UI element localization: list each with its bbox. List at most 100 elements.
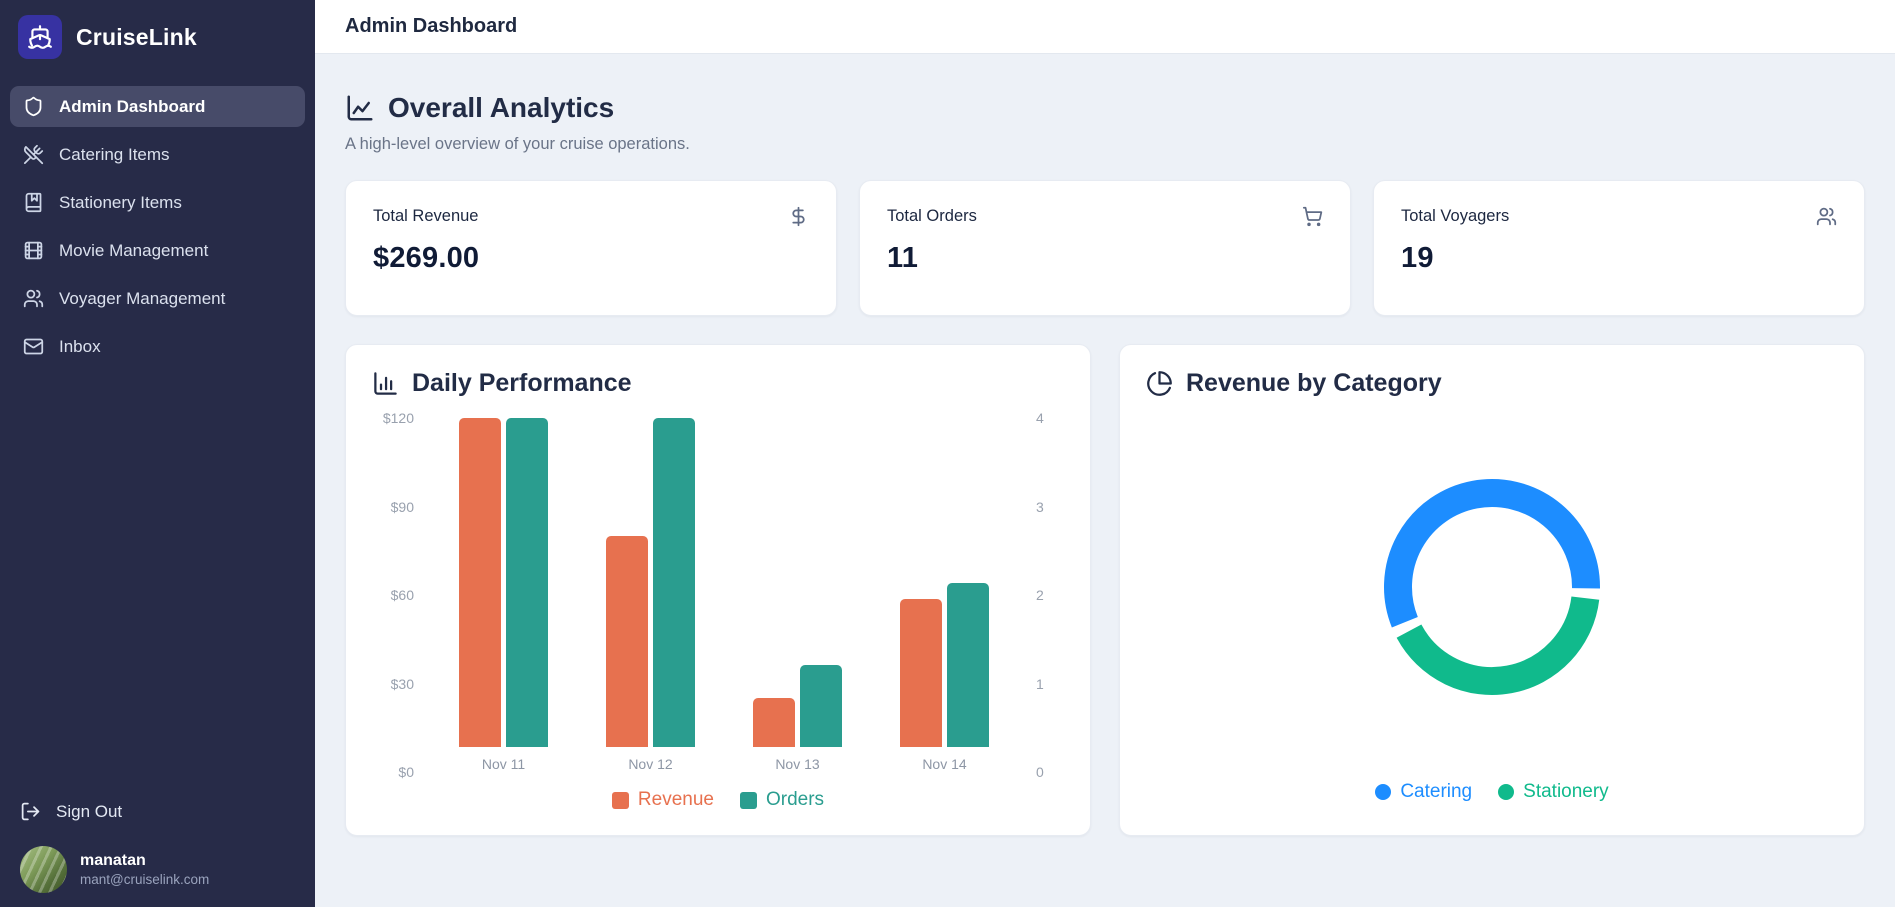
sidebar-item-voyager-management[interactable]: Voyager Management: [10, 278, 305, 319]
charts-row: Daily Performance $0 $30 $60 $90 $120 Nov 11…: [345, 344, 1865, 836]
stat-label: Total Voyagers: [1401, 207, 1510, 225]
bar-chart-plot: [426, 418, 1022, 747]
donut-segment-catering[interactable]: [1384, 478, 1600, 627]
sidebar: CruiseLink Admin Dashboard Catering Item…: [0, 0, 315, 907]
bar-chart-icon: [374, 372, 397, 395]
x-axis-label: Nov 12: [628, 756, 673, 772]
bar-orders-nov-14[interactable]: [947, 582, 989, 747]
book-marked-icon: [25, 192, 42, 213]
avatar: [20, 846, 67, 893]
legend-item-orders[interactable]: Orders: [739, 789, 825, 811]
x-axis-label: Nov 14: [922, 756, 967, 772]
user-name: manatan: [80, 851, 146, 869]
sidebar-item-inbox[interactable]: Inbox: [10, 326, 305, 367]
legend-label: Revenue: [637, 789, 714, 810]
bar-orders-nov-12[interactable]: [653, 418, 695, 747]
page-title: Admin Dashboard: [345, 15, 518, 37]
shield-icon: [25, 96, 42, 117]
bar-group-nov-11: [459, 418, 548, 747]
app-title: CruiseLink: [76, 23, 197, 50]
y-axis-tick: $120: [382, 410, 414, 426]
chart-title: Daily Performance: [412, 369, 632, 397]
y-axis-tick: 0: [1036, 764, 1044, 780]
stat-label: Total Orders: [887, 207, 977, 225]
stat-value: $269.00: [373, 242, 480, 274]
daily-performance-card: Daily Performance $0 $30 $60 $90 $120 Nov 11…: [345, 344, 1091, 836]
stat-card-total-revenue: Total Revenue $269.00: [345, 180, 837, 316]
content: Overall Analytics A high-level overview …: [315, 54, 1895, 907]
utensils-crossed-icon: [23, 144, 44, 165]
brand: CruiseLink: [0, 0, 315, 72]
y-axis-tick: $90: [390, 498, 414, 515]
legend-swatch: [1498, 784, 1515, 800]
legend-label: Stationery: [1523, 781, 1609, 802]
mail-icon: [23, 338, 44, 355]
bar-chart: $0 $30 $60 $90 $120 Nov 11 Nov 12 Nov 13 Nov 14…: [372, 411, 1064, 779]
left-y-axis: $0 $30 $60 $90 $120: [372, 411, 426, 779]
sidebar-bottom: Sign Out manatan mant@cruiselink.com: [0, 783, 315, 907]
pie-chart-icon: [1147, 371, 1172, 396]
sidebar-item-stationery-items[interactable]: Stationery Items: [10, 182, 305, 223]
y-axis-tick: 3: [1036, 498, 1044, 515]
sidebar-item-admin-dashboard[interactable]: Admin Dashboard: [10, 86, 305, 127]
user-email: mant@cruiselink.com: [80, 871, 210, 887]
x-axis-label: Nov 13: [775, 756, 820, 772]
y-axis-tick: $60: [390, 587, 414, 603]
bar-revenue-nov-11[interactable]: [459, 418, 501, 747]
revenue-by-category-card: Revenue by Category Catering Stationery: [1119, 344, 1865, 836]
legend-swatch: [739, 791, 757, 809]
user-profile: manatan mant@cruiselink.com: [20, 846, 295, 893]
log-out-icon: [21, 802, 40, 821]
bar-orders-nov-11[interactable]: [506, 418, 548, 747]
bar-revenue-nov-14[interactable]: [900, 598, 942, 747]
sidebar-item-movie-management[interactable]: Movie Management: [10, 230, 305, 271]
stat-card-total-orders: Total Orders 11: [859, 180, 1351, 316]
donut-segment-stationery[interactable]: [1396, 595, 1600, 695]
bar-revenue-nov-12[interactable]: [606, 535, 648, 747]
legend-item-catering[interactable]: Catering: [1375, 781, 1472, 803]
main-area: Admin Dashboard Overall Analytics A high…: [315, 0, 1895, 907]
section-header: Overall Analytics: [345, 92, 1865, 124]
users-icon: [1816, 207, 1837, 226]
legend-swatch: [1375, 784, 1392, 800]
sidebar-nav: Admin Dashboard Catering Items Stationer…: [0, 86, 315, 367]
y-axis-tick: 2: [1036, 587, 1044, 603]
legend-label: Catering: [1400, 781, 1473, 802]
y-axis-tick: $30: [390, 675, 414, 692]
y-axis-tick: 4: [1036, 410, 1044, 426]
sidebar-item-label: Catering Items: [59, 144, 170, 164]
chart-title-row: Revenue by Category: [1146, 369, 1838, 398]
chart-title: Revenue by Category: [1186, 369, 1442, 397]
bar-revenue-nov-13[interactable]: [753, 697, 795, 747]
legend-swatch: [611, 791, 629, 809]
chart-line-icon: [347, 95, 373, 121]
legend-item-stationery[interactable]: Stationery: [1498, 781, 1609, 803]
dollar-sign-icon: [792, 206, 805, 227]
sidebar-item-label: Stationery Items: [59, 192, 182, 212]
stats-row: Total Revenue $269.00 Total Orders 11: [345, 180, 1865, 316]
brand-tile: [18, 15, 62, 59]
stat-card-total-voyagers: Total Voyagers 19: [1373, 180, 1865, 316]
sign-out-button[interactable]: Sign Out: [20, 793, 295, 830]
sidebar-item-label: Voyager Management: [59, 288, 226, 308]
bar-chart-legend: Revenue Orders: [372, 789, 1064, 811]
ship-icon: [28, 25, 52, 49]
stat-value: 11: [887, 242, 919, 274]
bar-group-nov-14: [900, 418, 989, 747]
donut-area: [1146, 398, 1838, 775]
section-subtitle: A high-level overview of your cruise ope…: [345, 135, 690, 153]
donut-legend: Catering Stationery: [1146, 781, 1838, 803]
x-axis-label: Nov 11: [481, 756, 526, 772]
bar-orders-nov-13[interactable]: [800, 664, 842, 747]
bar-group-nov-13: [753, 418, 842, 747]
stat-label: Total Revenue: [373, 207, 479, 225]
sidebar-item-catering-items[interactable]: Catering Items: [10, 134, 305, 175]
x-axis-labels: Nov 11 Nov 12 Nov 13 Nov 14: [426, 747, 1022, 772]
donut-chart: [1384, 478, 1600, 695]
chart-title-row: Daily Performance: [372, 369, 1064, 398]
legend-label: Orders: [765, 789, 825, 810]
legend-item-revenue[interactable]: Revenue: [611, 789, 714, 811]
sign-out-label: Sign Out: [56, 801, 123, 821]
y-axis-tick: $0: [398, 764, 414, 780]
top-bar: Admin Dashboard: [315, 0, 1895, 54]
